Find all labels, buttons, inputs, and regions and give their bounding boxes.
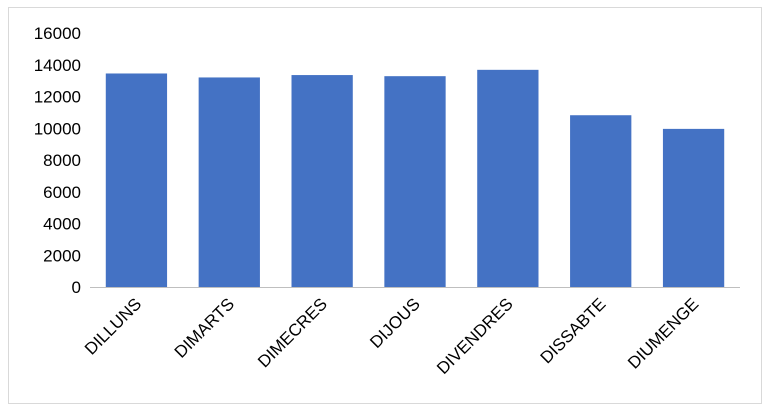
bar-diumenge: [662, 128, 725, 287]
y-tick-label: 8000: [43, 151, 81, 170]
y-tick-label: 16000: [34, 24, 81, 43]
bar-dijous: [384, 76, 446, 288]
y-tick-label: 12000: [34, 88, 81, 107]
x-category-label: DILLUNS: [81, 294, 145, 358]
x-category-label: DIUMENGE: [624, 294, 702, 372]
y-tick-label: 14000: [34, 56, 81, 75]
bar-dissabte: [570, 115, 632, 287]
bar-divendres: [477, 69, 539, 287]
x-axis-category-labels: DILLUNS DIMARTS DIMECRES DIJOUS DIVENDRES DIS…: [81, 294, 702, 378]
y-axis-tick-labels: 0 2000 4000 6000 8000 10000 12000 14000 16000: [34, 24, 81, 297]
x-category-label: DIMARTS: [171, 294, 238, 361]
x-category-label: DIJOUS: [366, 294, 424, 352]
y-tick-label: 10000: [34, 119, 81, 138]
bar-dilluns: [105, 73, 168, 287]
x-category-label: DIVENDRES: [433, 294, 517, 378]
bar-dimecres: [291, 75, 353, 287]
y-tick-label: 6000: [43, 183, 81, 202]
y-tick-label: 4000: [43, 215, 81, 234]
x-category-label: DISSABTE: [537, 294, 610, 367]
bars: [105, 69, 725, 288]
bar-dimarts: [198, 77, 260, 287]
y-tick-label: 0: [72, 278, 81, 297]
x-category-label: DIMECRES: [254, 294, 331, 371]
y-tick-label: 2000: [43, 246, 81, 265]
